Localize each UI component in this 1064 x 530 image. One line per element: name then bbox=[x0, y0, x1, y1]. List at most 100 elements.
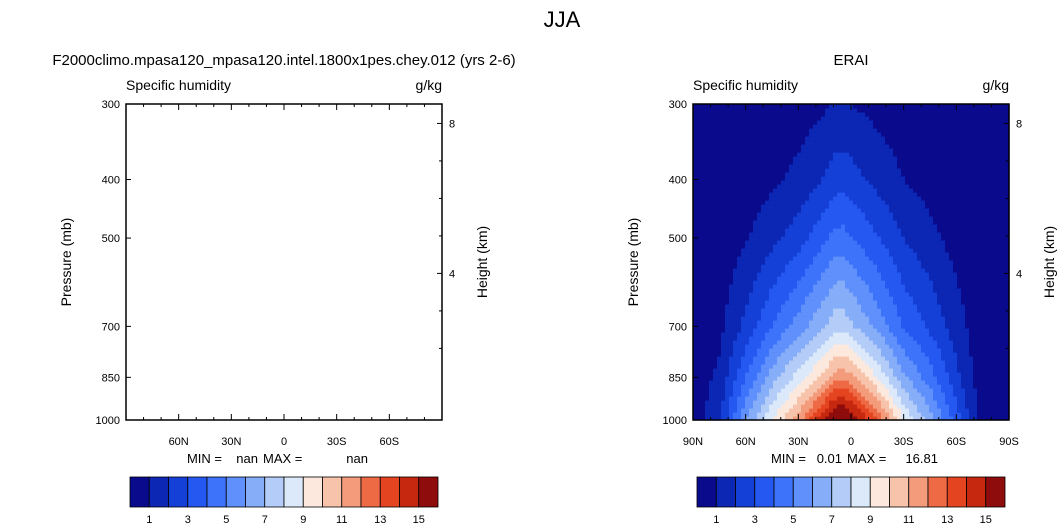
field-cell bbox=[929, 272, 934, 277]
field-cell bbox=[857, 388, 862, 393]
field-cell bbox=[753, 224, 758, 229]
field-cell bbox=[853, 188, 858, 193]
field-cell bbox=[777, 360, 782, 365]
field-cell bbox=[841, 360, 846, 365]
field-cell bbox=[733, 184, 738, 189]
field-cell bbox=[833, 348, 838, 353]
field-cell bbox=[797, 304, 802, 309]
field-cell bbox=[933, 364, 938, 369]
field-cell bbox=[961, 244, 966, 249]
field-cell bbox=[933, 288, 938, 293]
field-cell bbox=[777, 172, 782, 177]
field-cell bbox=[693, 376, 698, 381]
field-cell bbox=[853, 284, 858, 289]
field-cell bbox=[757, 200, 762, 205]
field-cell bbox=[769, 360, 774, 365]
field-cell bbox=[889, 188, 894, 193]
field-cell bbox=[953, 336, 958, 341]
field-cell bbox=[905, 232, 910, 237]
field-cell bbox=[797, 220, 802, 225]
field-cell bbox=[861, 364, 866, 369]
field-cell bbox=[953, 344, 958, 349]
field-cell bbox=[781, 356, 786, 361]
field-cell bbox=[997, 276, 1002, 281]
field-cell bbox=[957, 216, 962, 221]
field-cell bbox=[977, 208, 982, 213]
field-cell bbox=[749, 348, 754, 353]
field-cell bbox=[733, 412, 738, 417]
field-cell bbox=[897, 220, 902, 225]
field-cell bbox=[841, 372, 846, 377]
field-cell bbox=[793, 204, 798, 209]
field-cell bbox=[889, 252, 894, 257]
field-cell bbox=[729, 244, 734, 249]
field-cell bbox=[845, 384, 850, 389]
field-cell bbox=[837, 336, 842, 341]
field-cell bbox=[1001, 296, 1006, 301]
field-cell bbox=[797, 316, 802, 321]
field-cell bbox=[989, 192, 994, 197]
field-cell bbox=[797, 256, 802, 261]
field-cell bbox=[749, 200, 754, 205]
field-cell bbox=[801, 172, 806, 177]
field-cell bbox=[885, 296, 890, 301]
field-cell bbox=[1005, 260, 1010, 265]
field-cell bbox=[989, 324, 994, 329]
field-cell bbox=[697, 348, 702, 353]
field-cell bbox=[953, 276, 958, 281]
field-cell bbox=[733, 272, 738, 277]
field-cell bbox=[741, 232, 746, 237]
field-cell bbox=[873, 228, 878, 233]
field-cell bbox=[825, 392, 830, 397]
field-cell bbox=[865, 212, 870, 217]
field-cell bbox=[785, 388, 790, 393]
field-cell bbox=[745, 392, 750, 397]
field-cell bbox=[813, 188, 818, 193]
field-cell bbox=[845, 240, 850, 245]
field-cell bbox=[793, 320, 798, 325]
field-cell bbox=[785, 360, 790, 365]
field-cell bbox=[789, 288, 794, 293]
field-cell bbox=[733, 368, 738, 373]
field-cell bbox=[969, 288, 974, 293]
field-cell bbox=[729, 280, 734, 285]
field-cell bbox=[805, 364, 810, 369]
field-cell bbox=[809, 272, 814, 277]
field-cell bbox=[877, 264, 882, 269]
field-cell bbox=[765, 272, 770, 277]
field-cell bbox=[737, 384, 742, 389]
field-cell bbox=[909, 276, 914, 281]
field-cell bbox=[861, 192, 866, 197]
field-cell bbox=[785, 216, 790, 221]
field-cell bbox=[885, 408, 890, 413]
field-cell bbox=[797, 264, 802, 269]
field-cell bbox=[905, 204, 910, 209]
field-cell bbox=[1005, 204, 1010, 209]
field-cell bbox=[993, 388, 998, 393]
field-cell bbox=[809, 208, 814, 213]
field-cell bbox=[981, 176, 986, 181]
field-cell bbox=[953, 280, 958, 285]
field-cell bbox=[725, 200, 730, 205]
field-cell bbox=[749, 236, 754, 241]
field-cell bbox=[997, 192, 1002, 197]
field-cell bbox=[953, 212, 958, 217]
field-cell bbox=[701, 380, 706, 385]
field-cell bbox=[757, 248, 762, 253]
field-cell bbox=[741, 380, 746, 385]
field-cell bbox=[969, 388, 974, 393]
field-cell bbox=[933, 316, 938, 321]
field-cell bbox=[701, 400, 706, 405]
field-cell bbox=[817, 388, 822, 393]
field-cell bbox=[753, 236, 758, 241]
field-cell bbox=[841, 204, 846, 209]
field-cell bbox=[737, 300, 742, 305]
field-cell bbox=[721, 332, 726, 337]
field-cell bbox=[937, 208, 942, 213]
field-cell bbox=[957, 272, 962, 277]
field-cell bbox=[989, 320, 994, 325]
field-cell bbox=[937, 196, 942, 201]
field-cell bbox=[829, 332, 834, 337]
field-cell bbox=[905, 292, 910, 297]
field-cell bbox=[769, 404, 774, 409]
